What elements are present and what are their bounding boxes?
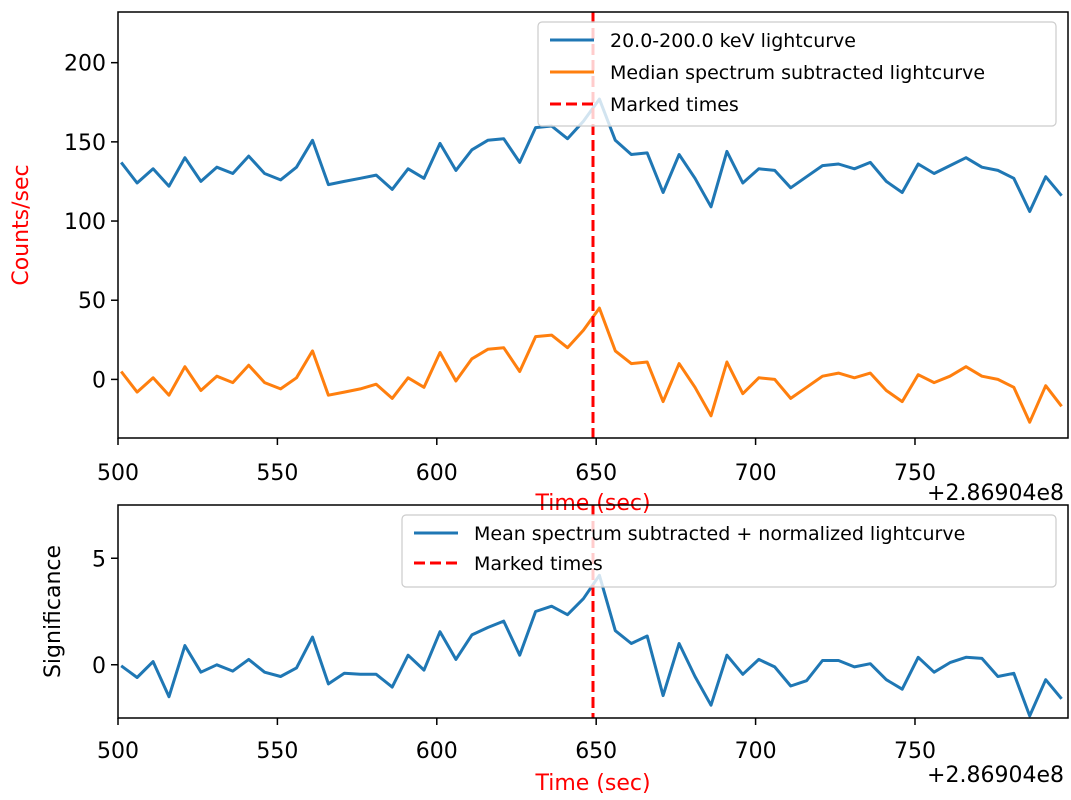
x-axis-label: Time (sec) <box>534 771 650 796</box>
x-tick-label: 650 <box>575 461 617 486</box>
x-offset-label: +2.86904e8 <box>927 763 1064 788</box>
legend-entry-label: 20.0-200.0 keV lightcurve <box>610 30 856 52</box>
legend-entry-label: Marked times <box>610 94 739 116</box>
axes-frame <box>117 504 1069 719</box>
y-tick-label: 0 <box>92 368 106 393</box>
y-tick-label: 100 <box>64 210 106 235</box>
legend-box <box>401 514 1057 588</box>
x-tick-label: 500 <box>97 739 139 764</box>
legend-entry-label: Mean spectrum subtracted + normalized li… <box>474 523 965 545</box>
y-tick-label: 0 <box>92 654 106 679</box>
x-tick-label: 600 <box>416 739 458 764</box>
bottom-panel: 500 550 600 650 700 750 0 5 Significance Time (se… <box>41 504 1069 796</box>
axes-frame <box>117 11 1069 439</box>
x-tick-label: 750 <box>894 739 936 764</box>
y-axis-label: Counts/sec <box>9 164 34 285</box>
x-tick-label: 650 <box>575 739 617 764</box>
legend: 20.0-200.0 keV lightcurve Median spectrum… <box>537 21 1057 127</box>
legend-entry-label: Median spectrum subtracted lightcurve <box>610 62 985 84</box>
x-tick-label: 500 <box>97 461 139 486</box>
x-tick-label: 750 <box>894 461 936 486</box>
y-tick-label: 200 <box>64 52 106 77</box>
y-tick-label: 50 <box>78 289 106 314</box>
x-offset-label: +2.86904e8 <box>927 481 1064 506</box>
y-tick-label: 150 <box>64 131 106 156</box>
x-tick-label: 550 <box>256 461 298 486</box>
y-tick-label: 5 <box>92 547 106 572</box>
x-tick-label: 700 <box>735 461 777 486</box>
legend: Mean spectrum subtracted + normalized li… <box>401 514 1057 588</box>
y-axis-label: Significance <box>41 545 66 678</box>
top-panel: 500 550 600 650 700 750 0 50 100 150 200 Counts/sec… <box>9 11 1069 516</box>
x-tick-label: 600 <box>416 461 458 486</box>
series-line-1 <box>120 573 1063 718</box>
legend-entry-label: Marked times <box>474 553 603 575</box>
x-tick-label: 550 <box>256 739 298 764</box>
x-tick-label: 700 <box>735 739 777 764</box>
series-line-2 <box>120 306 1063 424</box>
legend-box <box>537 21 1057 127</box>
